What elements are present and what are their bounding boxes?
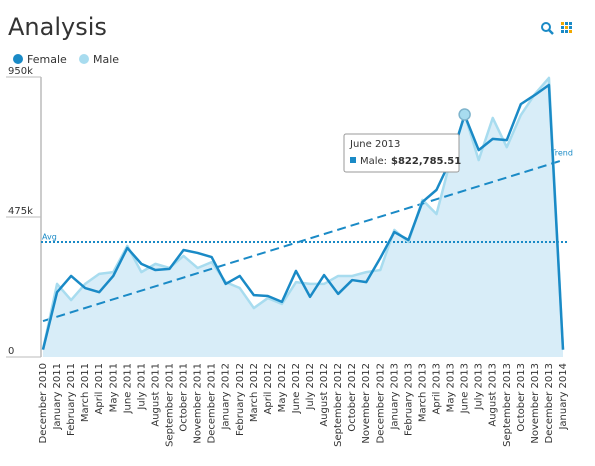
chart-title: Analysis	[8, 13, 107, 41]
tooltip-value: $822,785.51	[391, 156, 461, 167]
x-tick-label: December 2010	[38, 363, 49, 443]
grid-icon[interactable]	[561, 22, 572, 33]
x-tick-label: December 2013	[544, 363, 555, 443]
x-tick-label: November 2013	[530, 363, 541, 444]
legend-marker	[79, 54, 89, 64]
x-tick-label: July 2013	[474, 363, 485, 411]
x-tick-label: August 2011	[150, 363, 161, 427]
x-tick-label: July 2012	[305, 363, 316, 411]
x-tick-label: February 2011	[66, 363, 77, 436]
x-tick-label: June 2013	[460, 363, 471, 414]
x-tick-label: April 2012	[263, 363, 274, 414]
tooltip-box	[343, 133, 460, 173]
tooltip-series: Male:	[360, 156, 387, 167]
x-tick-label: January 2014	[558, 363, 569, 431]
tooltip: June 2013 Male: $822,785.51	[343, 133, 461, 173]
legend-label: Male	[93, 53, 119, 66]
x-tick-label: January 2013	[389, 363, 400, 431]
x-tick-label: November 2011	[193, 363, 204, 444]
x-tick-label: March 2012	[249, 363, 260, 422]
trend-line	[42, 159, 564, 322]
x-tick-label: March 2013	[417, 363, 428, 422]
x-tick-label: July 2011	[136, 363, 147, 411]
x-tick-label: March 2011	[80, 363, 91, 422]
trend-label: Trend	[550, 149, 573, 158]
tooltip-marker	[350, 157, 356, 163]
x-tick-label: February 2012	[235, 363, 246, 436]
x-tick-label: May 2011	[108, 363, 119, 412]
x-tick-label: May 2013	[446, 363, 457, 412]
x-tick-label: January 2012	[221, 363, 232, 431]
search-icon[interactable]	[541, 22, 554, 35]
x-tick-label: February 2013	[403, 363, 414, 436]
series-line	[41, 83, 565, 350]
x-tick-label: October 2012	[347, 363, 358, 432]
legend-marker	[13, 54, 23, 64]
x-tick-label: June 2012	[291, 363, 302, 414]
y-tick-label: 0	[8, 346, 14, 357]
x-tick-label: December 2012	[375, 363, 386, 443]
x-tick-label: September 2013	[502, 363, 513, 447]
x-tick-label: December 2011	[207, 363, 218, 443]
x-tick-label: September 2012	[333, 363, 344, 447]
average-label: Avg	[42, 233, 57, 242]
y-tick-label: 475k	[8, 206, 33, 217]
x-tick-label: April 2013	[432, 363, 443, 414]
x-tick-label: August 2013	[488, 363, 499, 427]
x-tick-label: September 2011	[164, 363, 175, 447]
x-tick-label: April 2011	[94, 363, 105, 414]
x-tick-label: June 2011	[122, 363, 133, 414]
x-tick-label: January 2011	[52, 363, 63, 431]
y-tick-label: 950k	[8, 66, 33, 77]
x-tick-label: November 2012	[361, 363, 372, 444]
x-tick-label: October 2013	[516, 363, 527, 432]
tooltip-title: June 2013	[349, 139, 400, 150]
legend-label: Female	[27, 53, 67, 66]
area	[43, 77, 563, 357]
highlight-point	[458, 108, 471, 121]
x-tick-label: May 2012	[277, 363, 288, 412]
x-tick-label: October 2011	[179, 363, 190, 432]
x-tick-label: August 2012	[319, 363, 330, 427]
